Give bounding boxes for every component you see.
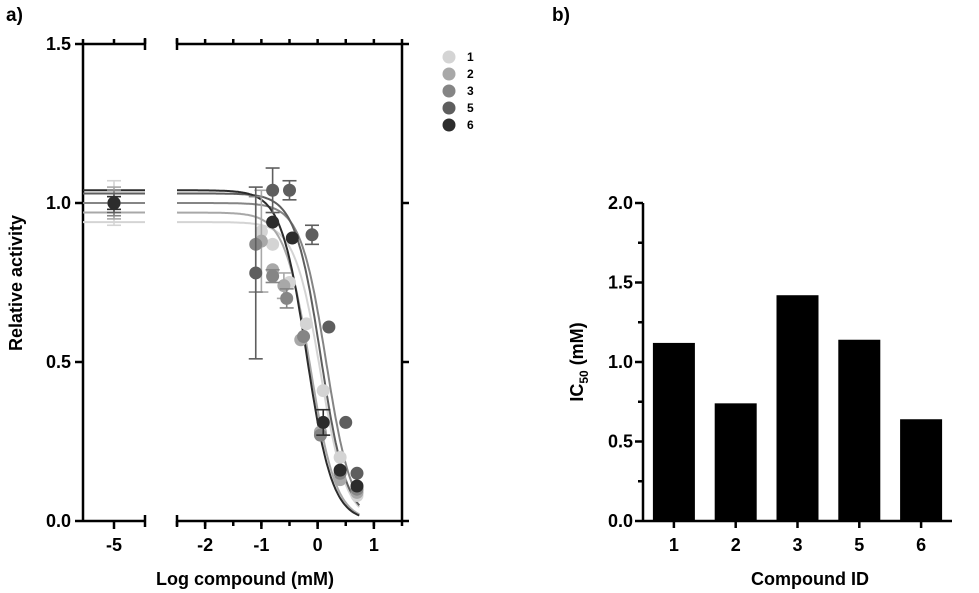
panel-a-x-tick-label: -2 — [197, 535, 213, 555]
panel-a-y-axis-title: Relative activity — [6, 215, 26, 351]
panel-a-legend-label-3: 3 — [467, 84, 474, 98]
panel-a-y-tick-label: 1.5 — [46, 34, 71, 54]
panel-a-point-5 — [283, 183, 296, 197]
panel-b-y-tick-label: 2.0 — [608, 193, 633, 213]
panel-a-x-tick-label: -1 — [253, 535, 269, 555]
panel-b-x-tick-label: 1 — [669, 535, 679, 555]
panel-a-point-3 — [266, 269, 280, 283]
panel-a-y-tick-label: 0.0 — [46, 511, 71, 531]
panel-b-bar-chart: 0.0 0.5 1.0 1.5 2.0 1 2 3 5 6 — [608, 193, 952, 555]
panel-a-x-tick-label: 1 — [369, 535, 379, 555]
panel-a-y-tick-label: 1.0 — [46, 193, 71, 213]
panel-b-y-axis-title-main: IC — [567, 384, 587, 402]
panel-b-y-tick-label: 0.5 — [608, 432, 633, 452]
panel-b-y-tick-label: 0.0 — [608, 511, 633, 531]
panel-a-fit-curve-5 — [177, 192, 361, 506]
panel-a-point-5 — [339, 415, 353, 429]
panel-b-bar-3 — [776, 295, 819, 521]
panel-a-point-6 — [266, 215, 280, 229]
panel-b-y-tick-label: 1.5 — [608, 273, 633, 293]
panel-a-legend-label-6: 6 — [467, 118, 474, 132]
panel-a-dose-response: 0.0 0.5 1.0 1.5 -5 -2 -1 0 1 1 2 3 5 6 — [46, 34, 474, 555]
panel-a-point-5 — [350, 466, 364, 480]
panel-a-point-2 — [277, 279, 291, 293]
panel-a-y-tick-label: 0.5 — [46, 352, 71, 372]
panel-a-legend-label-5: 5 — [467, 101, 474, 115]
panel-b-y-axis-title: IC50 (mM) — [567, 322, 591, 401]
panel-a-point-1 — [299, 317, 313, 331]
panel-a-point-1 — [266, 237, 280, 251]
panel-a-point-5 — [266, 183, 280, 197]
panel-a-legend-marker-1 — [442, 50, 456, 64]
panel-a-point-3 — [297, 330, 311, 344]
panel-b-x-tick-label: 2 — [731, 535, 741, 555]
panel-b-y-tick-label: 1.0 — [608, 352, 633, 372]
panel-b-label: b) — [552, 5, 570, 26]
panel-a-fit-curve-6 — [177, 189, 360, 517]
panel-a-label: a) — [6, 5, 23, 26]
panel-a-point-6 — [333, 463, 347, 477]
panel-a-point-5 — [249, 266, 263, 280]
panel-a-legend-label-1: 1 — [467, 50, 474, 64]
panel-a-legend-label-2: 2 — [467, 67, 474, 81]
panel-a-x-axis-title: Log compound (mM) — [156, 569, 334, 589]
panel-b-x-tick-label: 3 — [792, 535, 802, 555]
panel-a-legend-marker-5 — [442, 101, 456, 115]
panel-a-point-1 — [316, 384, 330, 398]
panel-a-point-6 — [350, 479, 364, 493]
panel-b-x-tick-label: 5 — [854, 535, 864, 555]
panel-b-bar-1 — [652, 342, 695, 521]
panel-a-fit-curve-2 — [176, 211, 360, 516]
panel-b-x-axis-title: Compound ID — [751, 569, 869, 589]
panel-a-legend-marker-2 — [442, 67, 456, 81]
panel-b-bar-6 — [900, 419, 943, 521]
panel-b-bar-5 — [838, 339, 881, 521]
panel-a-legend-marker-6 — [442, 118, 456, 132]
panel-b-y-axis-title-unit: (mM) — [567, 322, 587, 370]
panel-a-x-tick-label: 0 — [313, 535, 323, 555]
panel-a-point-6 — [285, 231, 299, 245]
panel-a-point-3 — [280, 291, 294, 305]
panel-a-point-1 — [333, 450, 347, 464]
panel-a-x-tick-label: -5 — [106, 535, 122, 555]
panel-a-point-5 — [322, 320, 336, 334]
panel-a-point-6 — [107, 196, 121, 210]
panel-b-x-tick-label: 6 — [916, 535, 926, 555]
panel-a-point-6 — [316, 415, 330, 429]
panel-a-point-5 — [305, 228, 319, 242]
panel-a-fit-curve-1 — [177, 221, 361, 508]
panel-a-legend-marker-3 — [442, 84, 456, 98]
panel-b-bar-2 — [714, 403, 757, 521]
panel-b-y-axis-title-sub: 50 — [577, 370, 591, 384]
